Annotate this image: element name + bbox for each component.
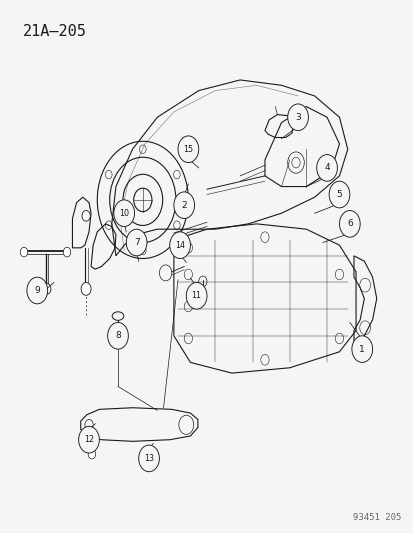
Circle shape [27,277,47,304]
Circle shape [339,211,359,237]
Text: 9: 9 [34,286,40,295]
Circle shape [138,445,159,472]
Circle shape [351,336,372,362]
Circle shape [88,449,95,459]
Circle shape [82,211,90,221]
Text: 11: 11 [191,292,201,300]
Circle shape [169,232,190,259]
Circle shape [178,136,198,163]
Text: 21A–205: 21A–205 [23,24,86,39]
Circle shape [114,200,134,227]
Circle shape [43,284,51,294]
Text: 93451 205: 93451 205 [352,513,401,522]
Text: 6: 6 [346,220,352,228]
Circle shape [287,104,308,131]
Circle shape [81,282,91,295]
Circle shape [316,155,337,181]
Text: 5: 5 [336,190,342,199]
Text: 14: 14 [175,241,185,249]
Text: 8: 8 [115,332,121,340]
Circle shape [126,229,147,256]
Text: 3: 3 [294,113,300,122]
Circle shape [173,192,194,219]
Text: 1: 1 [358,345,364,353]
Text: 2: 2 [181,201,187,209]
Circle shape [20,247,28,257]
Text: 12: 12 [84,435,94,444]
Text: 13: 13 [144,454,154,463]
Text: 4: 4 [323,164,329,172]
Text: 7: 7 [133,238,139,247]
Circle shape [63,247,71,257]
Circle shape [107,322,128,349]
Circle shape [186,282,206,309]
Text: 10: 10 [119,209,129,217]
Text: 15: 15 [183,145,193,154]
Circle shape [328,181,349,208]
Circle shape [78,426,99,453]
